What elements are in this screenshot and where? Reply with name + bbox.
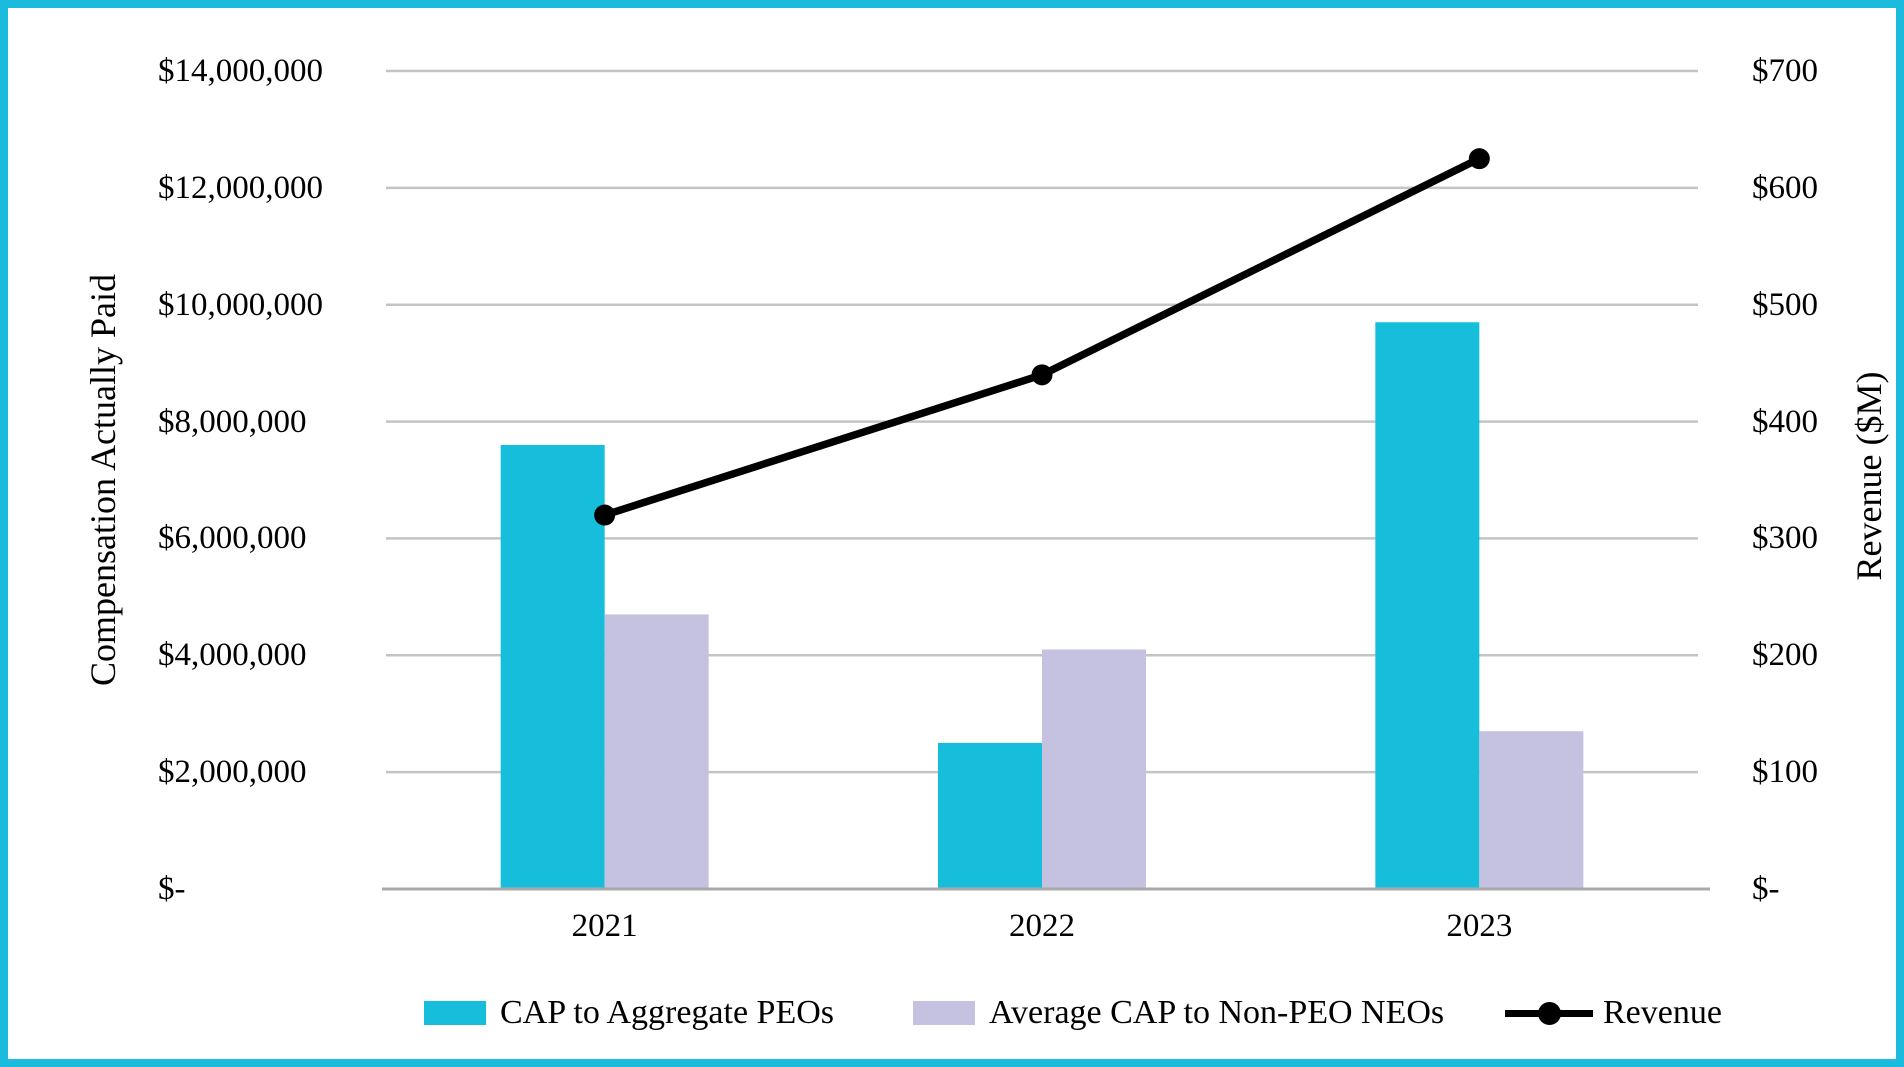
legend-swatch-icon: [913, 1001, 975, 1025]
legend-line-dot-icon: [1538, 1001, 1561, 1025]
right-tick-label: $600: [1752, 169, 1818, 206]
bar-cap-peo-2021: [500, 444, 605, 889]
right-tick-label: $500: [1752, 286, 1818, 323]
legend-item-cap-non-peo: Average CAP to Non-PEO NEOs: [913, 990, 1444, 1036]
right-tick-label: $300: [1752, 520, 1818, 557]
legend-label: Average CAP to Non-PEO NEOs: [989, 994, 1445, 1031]
legend-label: Revenue: [1603, 994, 1722, 1031]
right-tick-label: $700: [1752, 53, 1818, 89]
bar-cap-non-peo-2021: [604, 614, 709, 889]
x-label-2021: 2021: [571, 908, 638, 944]
right-tick-label: $100: [1752, 754, 1818, 791]
left-tick-label: $2,000,000: [158, 754, 307, 791]
left-tick-label: $4,000,000: [158, 637, 307, 674]
revenue-point-2022: [1031, 364, 1053, 386]
x-label-2022: 2022: [1009, 908, 1075, 944]
x-label-2023: 2023: [1446, 908, 1513, 944]
left-tick-label: $12,000,000: [158, 169, 323, 206]
right-tick-label: $200: [1752, 637, 1818, 674]
bar-cap-peo-2022: [938, 742, 1042, 889]
revenue-point-2021: [594, 504, 616, 526]
left-tick-label: $14,000,000: [158, 53, 323, 89]
legend-label: CAP to Aggregate PEOs: [500, 994, 835, 1031]
left-tick-label: $6,000,000: [158, 520, 307, 557]
legend-item-revenue: Revenue: [1505, 990, 1722, 1036]
right-tick-label: $400: [1752, 403, 1818, 440]
right-tick-label: $-: [1752, 871, 1780, 907]
bar-cap-peo-2023: [1375, 322, 1480, 889]
left-tick-label: $10,000,000: [158, 286, 323, 323]
legend-swatch-icon: [424, 1001, 486, 1025]
bar-cap-non-peo-2023: [1479, 731, 1584, 889]
left-tick-label: $8,000,000: [158, 403, 307, 440]
revenue-point-2023: [1468, 148, 1490, 170]
legend-line-marker-icon: [1505, 1001, 1593, 1025]
bar-cap-non-peo-2022: [1042, 649, 1146, 889]
legend-item-cap-peo: CAP to Aggregate PEOs: [424, 990, 834, 1036]
left-tick-label: $-: [158, 871, 186, 907]
plot-area: [382, 69, 1710, 891]
revenue-line: [600, 154, 1484, 519]
